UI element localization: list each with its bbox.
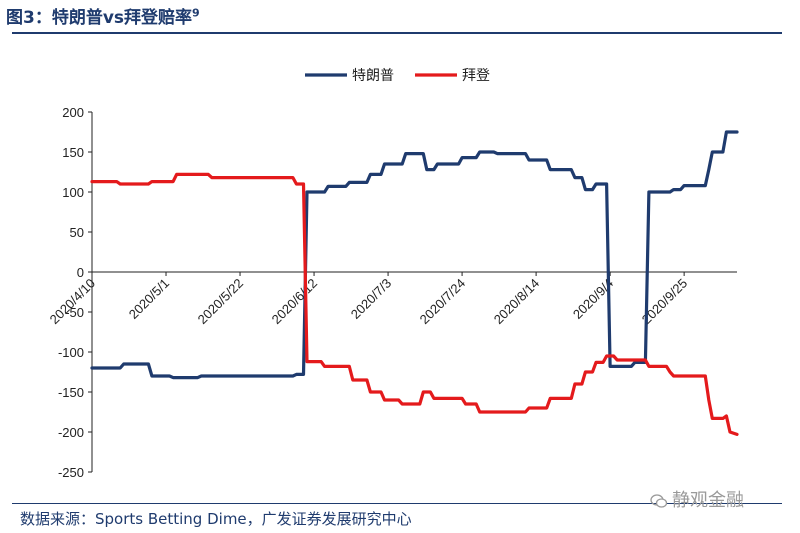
y-tick-label: -50 [65, 305, 84, 320]
title-superscript: 9 [192, 6, 200, 20]
y-tick-label: -200 [58, 425, 84, 440]
figure-title: 图3：特朗普vs拜登赔率9 [6, 6, 200, 28]
x-tick-label: 2020/6/12 [269, 276, 321, 328]
chart-axes: 200150100500-50-100-150-200-2502020/4/10… [47, 105, 737, 480]
x-tick-label: 2020/7/24 [417, 276, 469, 328]
chart-series [90, 130, 739, 436]
y-tick-label: 150 [62, 145, 84, 160]
y-tick-label: 50 [70, 225, 84, 240]
source-note: 数据来源：Sports Betting Dime，广发证券发展研究中心 [20, 510, 412, 528]
legend-label: 特朗普 [352, 68, 394, 84]
source-rule [12, 503, 782, 504]
y-tick-label: -100 [58, 345, 84, 360]
chart-legend: 特朗普 拜登 [305, 68, 490, 84]
y-tick-label: 0 [77, 265, 84, 280]
wechat-logo-icon [650, 494, 668, 508]
series-line [90, 172, 739, 436]
x-tick-label: 2020/7/3 [348, 276, 394, 322]
series-line [90, 130, 739, 380]
x-tick-label: 2020/5/1 [126, 276, 172, 322]
title-rule [12, 32, 782, 34]
x-tick-label: 2020/8/14 [491, 276, 543, 328]
y-tick-label: -250 [58, 465, 84, 480]
y-tick-label: -150 [58, 385, 84, 400]
legend-label: 拜登 [462, 68, 490, 84]
watermark: 静观金融 [650, 486, 744, 512]
y-tick-label: 200 [62, 105, 84, 120]
x-tick-label: 2020/5/22 [195, 276, 247, 328]
watermark-text: 静观金融 [672, 490, 744, 511]
y-tick-label: 100 [62, 185, 84, 200]
